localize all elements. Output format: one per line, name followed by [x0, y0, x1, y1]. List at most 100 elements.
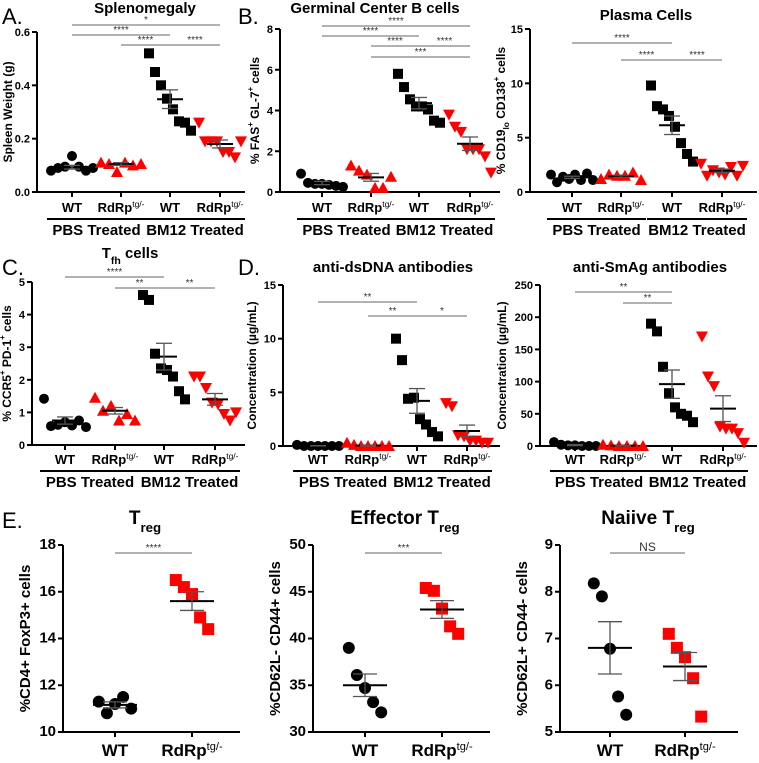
circle-marker — [375, 706, 388, 719]
y-tick-label: 3 — [19, 342, 25, 354]
ylabel-part: %CD4+ FoxP3+ cells — [17, 565, 34, 713]
group-name: WT — [102, 741, 129, 760]
y-tick-label: 5 — [19, 277, 25, 289]
chart-title: Effector Treg — [350, 508, 459, 535]
circle-marker — [67, 420, 77, 431]
y-tick-label: 50 — [289, 536, 306, 553]
triangle-down-marker — [211, 136, 223, 148]
group-name: WT — [154, 452, 174, 467]
square-marker — [150, 348, 160, 359]
triangle-down-marker — [696, 331, 708, 343]
significance-label: **** — [689, 50, 705, 61]
group-label: RdRptg/- — [700, 451, 747, 467]
square-marker — [682, 410, 692, 421]
group-superscript: tg/- — [231, 199, 243, 209]
group-superscript: tg/- — [132, 199, 144, 209]
chart-panel-d: D. anti-dsDNA antibodies Concentration (µg… — [238, 255, 500, 491]
triangle-down-marker — [224, 415, 236, 427]
triangle-up-marker — [89, 391, 101, 403]
y-tick-label: 1 — [19, 407, 25, 419]
significance-label: *** — [398, 543, 410, 554]
significance-label: **** — [146, 543, 162, 554]
group-label: RdRptg/- — [98, 199, 145, 215]
treatment-label: PBS Treated — [299, 474, 387, 491]
group-label: WT — [308, 452, 328, 467]
triangle-down-marker — [738, 437, 750, 449]
treatment-label: PBS Treated — [552, 222, 640, 239]
group-label: WT — [662, 452, 682, 467]
group-points — [587, 577, 633, 721]
square-marker — [670, 121, 680, 132]
circle-marker — [350, 668, 363, 681]
triangle-up-marker — [369, 181, 381, 193]
group-label: WT — [565, 452, 585, 467]
square-marker — [174, 116, 184, 127]
circle-marker — [595, 590, 608, 603]
title-part: cells — [121, 245, 159, 262]
ylabel-part: % CCR5 — [0, 375, 14, 422]
circle-marker — [81, 422, 91, 433]
group-superscript: tg/- — [457, 741, 473, 753]
square-marker — [156, 363, 166, 374]
triangle-down-marker — [194, 371, 206, 383]
title-part: Germinal Center B cells — [290, 0, 459, 17]
circle-marker — [612, 690, 625, 703]
group-label: RdRptg/- — [447, 199, 494, 215]
group-label: RdRptg/- — [192, 451, 239, 467]
square-marker — [676, 138, 686, 149]
triangle-down-marker — [731, 170, 743, 182]
triangle-up-marker — [627, 166, 639, 178]
triangle-up-marker — [385, 170, 397, 182]
group-points — [696, 331, 750, 449]
y-tick-label: 9 — [545, 536, 553, 553]
square-marker — [156, 80, 166, 91]
y-tick-label: 10 — [264, 334, 276, 346]
group-points — [391, 333, 443, 442]
chart-title: Splenomegaly — [94, 0, 196, 17]
group-superscript: tg/- — [700, 741, 716, 753]
group-name: WT — [565, 452, 585, 467]
square-marker — [658, 104, 668, 115]
treatment-label: BM12 Treated — [393, 474, 491, 491]
significance-label: ** — [364, 292, 372, 303]
y-tick-label: 7 — [545, 630, 553, 647]
square-marker — [646, 318, 656, 329]
triangle-down-marker — [223, 147, 235, 158]
title-part: Splenomegaly — [94, 0, 196, 17]
ylabel-part: + — [246, 122, 255, 127]
ylabel-part: Concentration (µg/mL) — [245, 301, 259, 429]
significance-label: **** — [437, 36, 453, 47]
square-marker — [452, 627, 465, 640]
ylabel-part: cells — [248, 57, 262, 87]
chart-title: Plasma Cells — [600, 7, 693, 24]
group-points — [95, 156, 147, 177]
triangle-up-marker — [383, 440, 395, 451]
triangle-down-marker — [482, 437, 494, 449]
group-name: RdRp — [197, 200, 232, 215]
circle-marker — [39, 393, 49, 404]
circle-marker — [587, 577, 600, 590]
square-marker — [168, 371, 178, 382]
chart-title: Treg — [129, 508, 161, 535]
significance-label: **** — [363, 26, 379, 37]
y-axis-label: % CCR5+ PD-1+ cells — [0, 305, 14, 422]
triangle-down-marker — [193, 117, 205, 129]
significance-label: **** — [138, 35, 154, 46]
ylabel-part: + — [492, 76, 501, 81]
y-axis-label: Concentration (µg/mL) — [495, 301, 509, 429]
group-name: RdRp — [447, 200, 482, 215]
group-label: RdRptg/- — [600, 451, 647, 467]
y-tick-label: 30 — [289, 723, 306, 740]
y-tick-label: 35 — [289, 676, 306, 693]
triangle-down-marker — [218, 409, 230, 421]
y-tick-label: 6 — [545, 676, 553, 693]
circle-marker — [117, 690, 130, 703]
circle-marker — [588, 175, 598, 186]
triangle-down-marker — [732, 428, 744, 440]
group-label: RdRptg/- — [598, 199, 645, 215]
group-label: WT — [312, 200, 332, 215]
square-marker — [202, 623, 215, 636]
triangle-down-marker — [200, 382, 212, 394]
chart-title: Germinal Center B cells — [290, 0, 459, 17]
ylabel-part: % CD19 — [494, 129, 508, 174]
